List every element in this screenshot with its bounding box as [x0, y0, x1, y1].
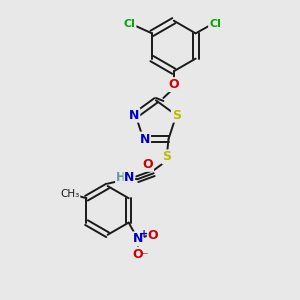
Text: N: N [140, 133, 150, 146]
Text: Cl: Cl [209, 19, 221, 29]
Text: S: S [163, 150, 172, 164]
Text: N: N [132, 232, 143, 245]
Text: CH₃: CH₃ [61, 189, 80, 199]
Text: O: O [142, 158, 153, 171]
Text: O: O [169, 78, 179, 91]
Text: N: N [129, 109, 139, 122]
Text: O: O [148, 229, 158, 242]
Text: S: S [172, 109, 181, 122]
Text: N: N [124, 171, 134, 184]
Text: +: + [140, 229, 148, 238]
Text: H: H [116, 171, 126, 184]
Text: O: O [132, 248, 143, 261]
Text: Cl: Cl [124, 19, 136, 29]
Text: ⁻: ⁻ [141, 250, 148, 263]
